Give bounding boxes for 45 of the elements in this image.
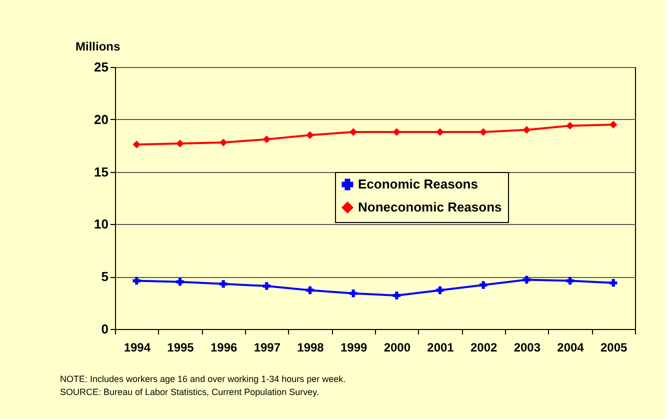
- y-axis-title: Millions: [76, 40, 120, 54]
- point: [609, 120, 618, 129]
- y-tick-label: 0: [101, 322, 108, 336]
- point: [566, 122, 574, 130]
- legend-label: Noneconomic Reasons: [358, 200, 502, 214]
- point: [219, 280, 228, 288]
- x-tick-label: 1998: [297, 340, 324, 354]
- point: [262, 135, 271, 144]
- point: [219, 138, 228, 146]
- source-note: SOURCE: Bureau of Labor Statistics, Current Population Survey.: [60, 387, 319, 397]
- x-tick-label: 1994: [124, 340, 151, 354]
- point: [609, 279, 618, 287]
- point: [349, 128, 358, 136]
- text: NOTE: Includes workers age 16 and over working 1-34 hours per week.: [60, 374, 346, 384]
- point: [522, 126, 531, 134]
- legend-label: Economic Reasons: [358, 176, 478, 192]
- point: [132, 140, 141, 148]
- point: [262, 282, 271, 290]
- x-tick-label: 2005: [600, 340, 628, 354]
- y-tick-label: 15: [94, 164, 108, 180]
- point: [479, 281, 488, 289]
- x-tick-label: 1997: [254, 340, 281, 354]
- point: [349, 289, 358, 298]
- x-tick-label: 2002: [470, 340, 498, 354]
- x-tick-label: 1996: [210, 340, 238, 354]
- y-tick-label: 20: [94, 112, 108, 127]
- point: [176, 140, 184, 148]
- point: [306, 286, 314, 294]
- x-tick-label: 2000: [384, 340, 411, 354]
- point: [306, 131, 314, 139]
- x-tick-label: 1995: [167, 340, 194, 354]
- point: [566, 276, 574, 285]
- y-tick-label: 25: [94, 60, 108, 74]
- point: [132, 276, 141, 285]
- x-tick-label: 2004: [557, 340, 584, 354]
- x-tick-label: 2003: [514, 340, 541, 354]
- y-tick-label: 10: [94, 216, 108, 232]
- point: [436, 128, 444, 136]
- y-tick-label: 5: [101, 269, 108, 284]
- point: [392, 292, 401, 300]
- x-tick-label: 1999: [340, 340, 368, 354]
- point: [436, 286, 444, 294]
- point: [522, 276, 531, 284]
- x-tick-label: 2001: [427, 340, 454, 354]
- point: [176, 278, 184, 286]
